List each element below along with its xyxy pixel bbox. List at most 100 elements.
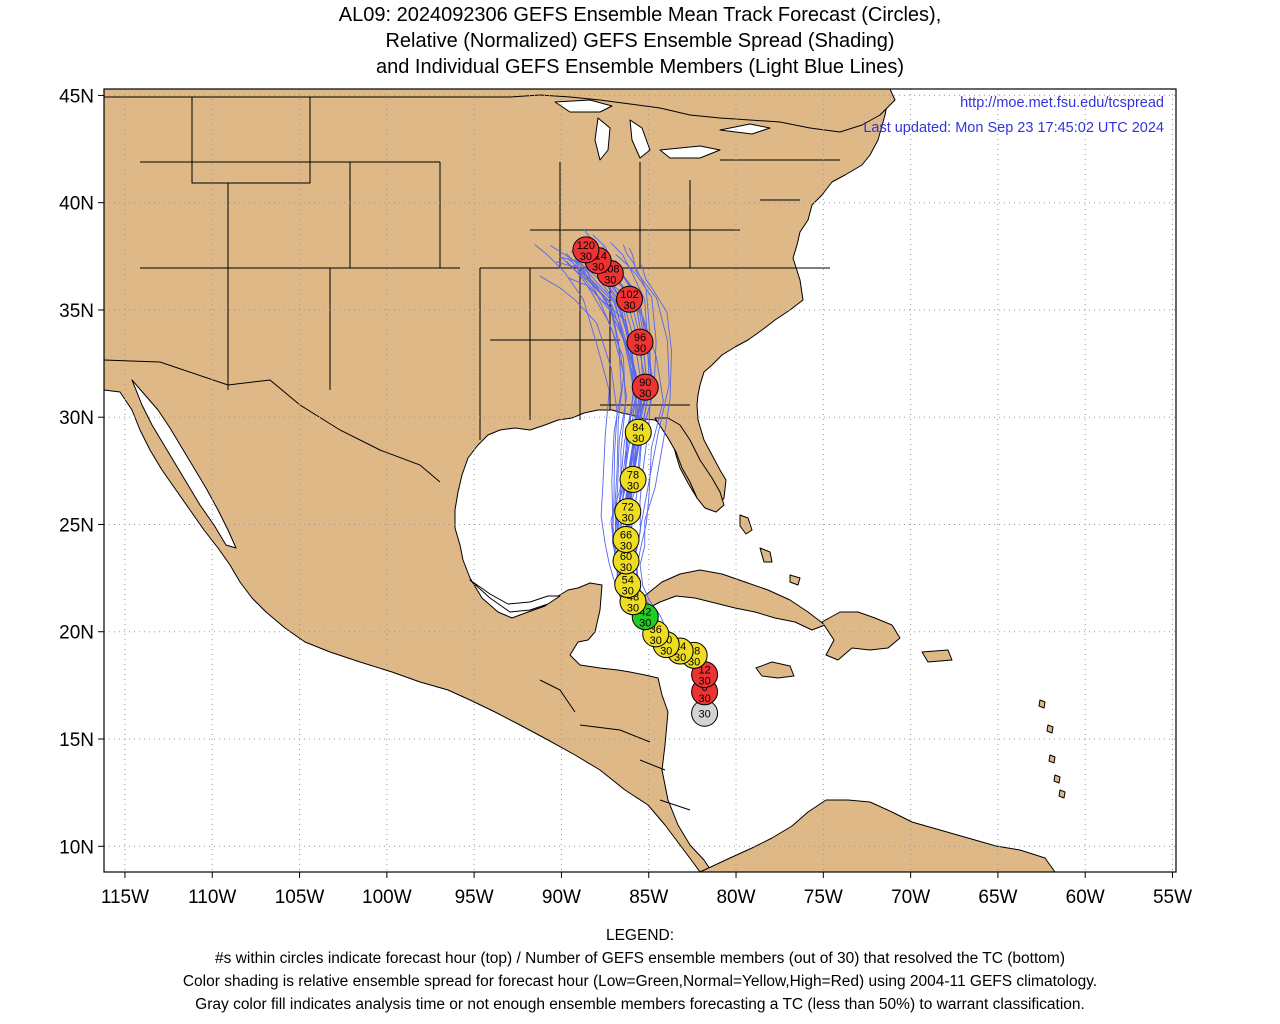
member-count-label: 30 [639, 388, 651, 400]
mean-track-forecast: 3063012301830243030303630423048305430603… [572, 236, 719, 727]
member-count-label: 30 [623, 300, 635, 312]
member-count-label: 30 [698, 693, 710, 705]
track-circle [572, 236, 600, 264]
lat-tick-label: 35N [59, 301, 94, 322]
member-count-label: 30 [632, 433, 644, 445]
forecast-hour-label: 12 [698, 665, 710, 677]
lat-tick-label: 40N [59, 194, 94, 215]
forecast-hour-label: 96 [634, 332, 646, 344]
member-count-label: 30 [627, 480, 639, 492]
track-circle [614, 498, 642, 526]
forecast-hour-label: 72 [622, 502, 634, 514]
legend-heading: LEGEND: [605, 927, 675, 944]
member-count-label: 30 [698, 708, 710, 720]
member-count-label: 30 [688, 656, 700, 668]
gulf-of-california [131, 379, 237, 549]
lon-tick-label: 90W [542, 887, 581, 908]
forecast-hour-label: 120 [577, 240, 595, 252]
track-circle [631, 373, 659, 401]
lon-tick-label: 105W [275, 887, 325, 908]
lon-tick-label: 95W [455, 887, 494, 908]
land-layer [104, 89, 1066, 872]
member-count-label: 30 [620, 540, 632, 552]
forecast-hour-label: 90 [639, 377, 651, 389]
lon-tick-label: 60W [1066, 887, 1105, 908]
member-count-label: 30 [639, 618, 651, 630]
legend-line-3: Gray color fill indicates analysis time … [195, 996, 1085, 1013]
chart-title: AL09: 2024092306 GEFS Ensemble Mean Trac… [0, 2, 1280, 80]
member-count-label: 30 [634, 343, 646, 355]
forecast-hour-label: 60 [620, 551, 632, 563]
lat-tick-label: 15N [59, 730, 94, 751]
track-circle [612, 525, 640, 553]
jamaica [755, 661, 795, 679]
lon-tick-label: 55W [1153, 887, 1192, 908]
great-lakes [554, 99, 771, 161]
forecast-hour-label: 84 [632, 422, 644, 434]
lesser-antilles [1038, 699, 1066, 799]
lon-tick-label: 65W [978, 887, 1017, 908]
forecast-hour-label: 54 [622, 575, 634, 587]
lon-tick-label: 85W [629, 887, 668, 908]
member-count-label: 30 [660, 646, 672, 658]
forecast-hour-label: 78 [627, 469, 639, 481]
member-count-label: 30 [674, 652, 686, 664]
cuba [624, 569, 826, 631]
hispaniola [821, 611, 901, 661]
legend-line-2: Color shading is relative ensemble sprea… [182, 973, 1098, 990]
forecast-hour-label: 102 [620, 289, 638, 301]
member-count-label: 30 [622, 513, 634, 525]
legend: LEGEND: #s within circles indicate forec… [0, 924, 1280, 1016]
member-count-label: 30 [698, 676, 710, 688]
lon-tick-label: 75W [804, 887, 843, 908]
legend-line-1: #s within circles indicate forecast hour… [215, 950, 1065, 967]
central-america-borders [539, 679, 691, 811]
member-count-label: 30 [580, 251, 592, 263]
lon-tick-label: 70W [891, 887, 930, 908]
lat-tick-label: 10N [59, 837, 94, 858]
last-updated: Last updated: Mon Sep 23 17:45:02 UTC 20… [863, 120, 1164, 136]
lon-tick-label: 115W [101, 887, 149, 908]
lat-tick-label: 25N [59, 515, 94, 536]
title-line-3: and Individual GEFS Ensemble Members (Li… [375, 56, 905, 78]
member-count-label: 30 [650, 635, 662, 647]
member-count-label: 30 [604, 274, 616, 286]
florida-peninsula [654, 417, 725, 513]
forecast-hour-label: 66 [620, 529, 632, 541]
member-count-label: 30 [592, 262, 604, 274]
lat-tick-label: 45N [59, 86, 94, 107]
lon-tick-label: 100W [362, 887, 412, 908]
pacific-coast-water [104, 389, 701, 872]
member-count-label: 30 [627, 603, 639, 615]
title-line-1: AL09: 2024092306 GEFS Ensemble Mean Trac… [338, 4, 942, 26]
member-count-label: 30 [622, 586, 634, 598]
title-line-2: Relative (Normalized) GEFS Ensemble Spre… [385, 30, 895, 52]
track-circle [619, 465, 647, 493]
puerto-rico [921, 649, 953, 663]
map-frame [103, 88, 1177, 873]
track-circle [624, 418, 652, 446]
bay-of-campeche [469, 579, 561, 613]
lat-tick-label: 20N [59, 623, 94, 644]
track-circle [626, 328, 654, 356]
source-url: http://moe.met.fsu.edu/tcspread [960, 95, 1164, 111]
track-circle [616, 285, 644, 313]
map-axes: 115W 110W 105W 100W 95W 90W 85W 80W 75W 70W 65W 60W… [59, 86, 1192, 908]
member-count-label: 30 [620, 562, 632, 574]
lat-tick-label: 30N [59, 408, 94, 429]
south-america [699, 799, 1056, 872]
state-lines [140, 97, 840, 440]
lon-tick-label: 80W [716, 887, 755, 908]
